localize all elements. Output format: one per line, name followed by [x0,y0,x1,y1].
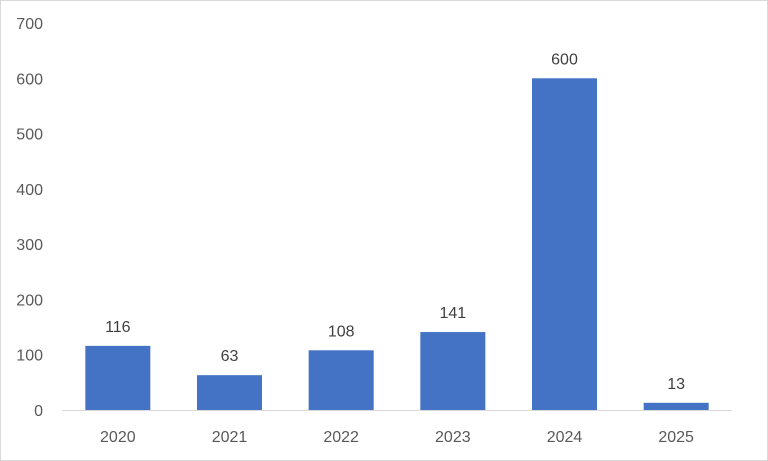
data-label-2024: 600 [551,51,578,68]
x-tick-label-2021: 2021 [212,429,248,446]
bar-2025 [643,402,709,410]
x-tick-label-2020: 2020 [100,429,136,446]
y-tick-label: 300 [16,237,43,254]
bars-group [85,78,709,411]
bar-2022 [308,350,374,410]
bar-2020 [85,345,151,410]
y-tick-label: 600 [16,71,43,88]
data-label-2020: 116 [105,319,131,336]
x-tick-label-2022: 2022 [323,429,359,446]
x-tick-label-2025: 2025 [658,429,694,446]
x-tick-label-2023: 2023 [435,429,471,446]
y-tick-label: 200 [16,292,43,309]
y-tick-label: 400 [16,182,43,199]
data-label-2023: 141 [439,305,466,322]
y-tick-label: 500 [16,127,43,144]
x-axis-tick-labels: 2020 2021 2022 2023 2024 2025 [100,429,694,446]
data-label-2022: 108 [328,323,355,340]
y-tick-label: 700 [16,16,43,33]
bar-2023 [420,332,486,410]
data-label-2025: 13 [667,376,685,393]
data-labels-group: 116 63 108 141 600 13 [105,51,685,393]
bar-2021 [197,375,262,410]
data-label-2021: 63 [221,348,239,365]
y-tick-label: 0 [34,403,43,420]
bar-2024 [532,78,597,411]
y-axis-tick-labels: 0 100 200 300 400 500 600 700 [16,16,43,420]
x-tick-label-2024: 2024 [547,429,583,446]
y-tick-label: 100 [16,348,43,365]
